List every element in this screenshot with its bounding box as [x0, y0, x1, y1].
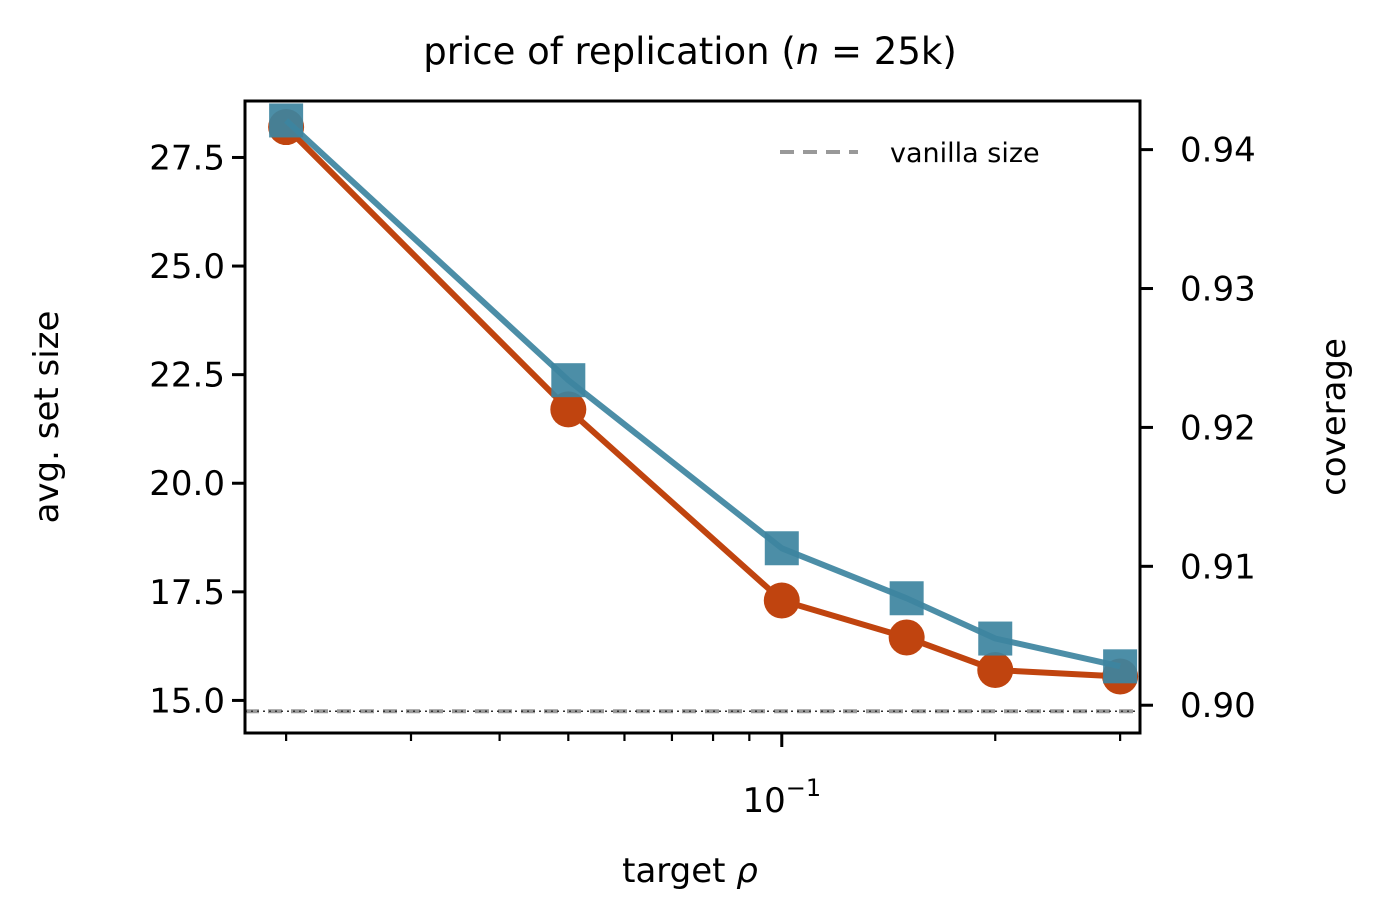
y-left-tick-label-3: 22.5 — [149, 356, 225, 396]
y-right-tick-label-4: 0.94 — [1180, 131, 1256, 171]
axes: 15.0 17.5 20.0 22.5 25.0 27.5 0.90 0.91 0.92 0.93… — [149, 99, 1256, 821]
y-left-tick-label-0: 15.0 — [149, 681, 225, 721]
y-axis-right-label: coverage — [1314, 338, 1354, 496]
y-axis-left-label: avg. set size — [27, 311, 67, 524]
series-0-point-1 — [550, 391, 587, 428]
series-1-point-0 — [269, 103, 304, 138]
chart-title: price of replication (n = 25k) — [423, 30, 957, 73]
series-0-point-2 — [763, 582, 800, 619]
legend: vanilla size — [780, 138, 1040, 169]
x-axis-label: target ρ — [622, 851, 758, 891]
y-left-tick-label-1: 17.5 — [149, 573, 225, 613]
y-right-tick-label-3: 0.93 — [1180, 270, 1256, 310]
series-1-point-3 — [889, 581, 924, 616]
y-right-tick-label-1: 0.91 — [1180, 547, 1256, 587]
y-left-tick-label-5: 27.5 — [149, 138, 225, 178]
y-right-tick-label-2: 0.92 — [1180, 408, 1256, 448]
series-1-point-1 — [551, 363, 586, 398]
y-right-tick-label-0: 0.90 — [1180, 686, 1256, 726]
plot-area — [245, 103, 1140, 714]
series-1-point-2 — [764, 531, 799, 566]
y-left-tick-label-2: 20.0 — [149, 464, 225, 504]
plot-frame — [243, 99, 1142, 735]
series-0-line — [283, 124, 1121, 680]
series-0-point-4 — [977, 652, 1014, 689]
series-1-point-5 — [1103, 649, 1138, 684]
y-left-tick-label-4: 25.0 — [149, 247, 225, 287]
series-1-point-4 — [978, 621, 1013, 656]
series-0-point-3 — [888, 619, 925, 656]
legend-label-vanilla-size: vanilla size — [890, 138, 1040, 169]
series-1-line — [284, 118, 1121, 670]
